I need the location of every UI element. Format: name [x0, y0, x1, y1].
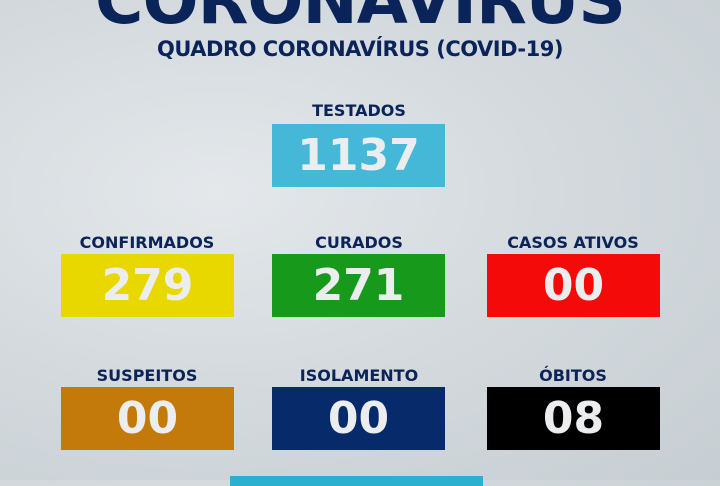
box-confirmados: 279: [61, 254, 234, 317]
box-curados: 271: [272, 254, 445, 317]
label-curados: CURADOS: [315, 233, 403, 252]
label-isolamento: ISOLAMENTO: [299, 366, 419, 385]
box-suspeitos: 00: [61, 387, 234, 450]
bottom-bar: [230, 476, 483, 486]
label-casos-ativos: CASOS ATIVOS: [507, 233, 639, 252]
box-casos-ativos: 00: [487, 254, 660, 317]
box-testados: 1137: [272, 124, 445, 187]
label-testados: TESTADOS: [312, 101, 406, 120]
box-obitos: 08: [487, 387, 660, 450]
label-obitos: ÓBITOS: [539, 366, 607, 385]
label-suspeitos: SUSPEITOS: [96, 366, 198, 385]
label-confirmados: CONFIRMADOS: [79, 233, 215, 252]
subtitle: QUADRO CORONAVÍRUS (COVID-19): [157, 37, 563, 61]
title: CORONAVIRUS: [95, 0, 626, 39]
box-isolamento: 00: [272, 387, 445, 450]
